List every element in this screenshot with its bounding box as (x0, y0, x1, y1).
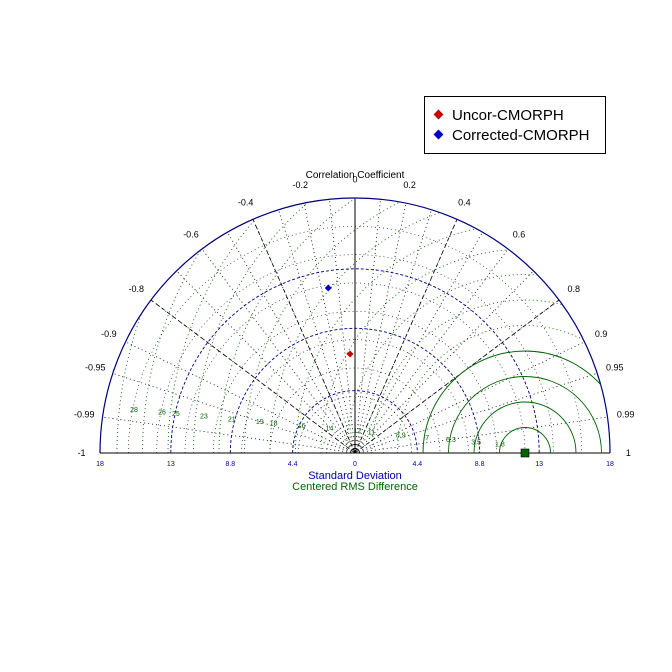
correlation-tick-label: -0.95 (85, 363, 106, 373)
correlation-ray (252, 219, 356, 454)
legend-label: Uncor-CMORPH (452, 107, 564, 124)
correlation-axis-title: Correlation Coefficient (306, 170, 405, 181)
correlation-ray (176, 270, 356, 454)
legend: Uncor-CMORPH Corrected-CMORPH (424, 96, 606, 154)
correlation-tick-label: -0.6 (183, 229, 199, 239)
diamond-marker-icon (433, 129, 444, 139)
correlation-tick-label: 1 (626, 448, 631, 458)
rms-axis-title: Centered RMS Difference (292, 481, 418, 493)
diamond-marker-icon (433, 109, 444, 119)
rms-label: 18 (270, 420, 278, 427)
rms-label: 14 (326, 426, 334, 433)
rms-label: 11 (368, 429, 375, 436)
correlation-ray (354, 209, 432, 454)
legend-item-corrected: Corrected-CMORPH (433, 127, 590, 144)
correlation-ray (329, 199, 356, 454)
rms-label: 23 (200, 414, 208, 421)
correlation-ray (354, 416, 608, 454)
correlation-tick-label: 0.95 (606, 363, 624, 373)
rms-contour (167, 198, 610, 453)
data-points (324, 284, 354, 358)
correlation-tick-label: -0.8 (129, 284, 145, 294)
rms-label: 5.3 (446, 437, 456, 444)
rms-contour (193, 198, 610, 453)
rms-label: 7 (425, 435, 429, 442)
correlation-ray (125, 341, 356, 454)
rms-label: 21 (228, 416, 236, 423)
correlation-ray (354, 199, 381, 454)
std-tick-label: 4.4 (288, 461, 298, 468)
correlation-ray (354, 341, 585, 454)
correlation-tick-label: 0.4 (458, 197, 471, 207)
rms-contour (371, 299, 610, 453)
std-tick-label: 8.8 (475, 461, 485, 468)
legend-item-uncor: Uncor-CMORPH (433, 107, 564, 124)
correlation-ray (354, 372, 598, 454)
rms-label: 25 (172, 411, 180, 418)
correlation-ray (278, 209, 356, 454)
correlation-tick-label: 0.99 (617, 409, 635, 419)
correlation-tick-label: 0.6 (513, 229, 526, 239)
correlation-ray (150, 299, 356, 454)
rms-contour (320, 248, 610, 453)
correlation-tick-label: -0.2 (293, 180, 309, 190)
std-tick-label: 18 (606, 461, 614, 468)
rms-label: 28 (130, 407, 138, 414)
correlation-ray (354, 270, 534, 454)
std-tick-label: 8.8 (225, 461, 235, 468)
correlation-tick-label: -0.99 (74, 409, 95, 419)
reference-marker (520, 448, 530, 458)
rms-contour (448, 376, 602, 453)
correlation-tick-label: 0 (352, 175, 357, 185)
correlation-tick-label: 0.9 (595, 329, 608, 339)
correlation-ray (227, 231, 356, 454)
rms-contour (218, 198, 610, 453)
data-point-uncor-cmorph (346, 350, 354, 358)
rms-contour (473, 401, 577, 453)
correlation-ray (354, 231, 483, 454)
rms-label: 8.9 (396, 432, 406, 439)
rms-label: 1.8 (495, 442, 505, 449)
correlation-ray (112, 372, 356, 454)
rms-contour (346, 274, 610, 453)
rms-label: 3.5 (471, 439, 481, 446)
correlation-tick-label: -1 (78, 448, 86, 458)
rms-label: 19 (256, 419, 264, 426)
rms-contour (422, 350, 610, 453)
std-tick-label: 0 (353, 461, 357, 468)
rms-label: 12 (354, 428, 362, 435)
rms-contour (269, 198, 610, 453)
std-tick-label: 13 (535, 461, 543, 468)
std-tick-label: 13 (167, 461, 175, 468)
std-tick-label: 18 (96, 461, 104, 468)
correlation-tick-label: 0.8 (567, 284, 580, 294)
tick-labels: -1 -0.99 -0.95 -0.9 -0.8 -0.6 -0.4 -0.2 0 0.2 0.4 0… (74, 175, 634, 468)
correlation-ray (201, 248, 356, 454)
correlation-tick-label: -0.9 (101, 329, 117, 339)
correlation-ray (354, 248, 509, 454)
correlation-ray (354, 219, 458, 454)
legend-label: Corrected-CMORPH (452, 127, 590, 144)
correlation-tick-label: 0.2 (403, 180, 416, 190)
data-point-corrected-cmorph (324, 284, 332, 292)
rms-label: 26 (158, 410, 166, 417)
correlation-tick-label: -0.4 (238, 197, 254, 207)
x-axis-title: Standard Deviation (308, 470, 402, 482)
std-tick-label: 4.4 (412, 461, 422, 468)
rms-contour (295, 223, 610, 453)
correlation-ray (102, 416, 356, 454)
correlation-ray (303, 203, 356, 454)
rms-label: 16 (298, 423, 306, 430)
std-arc (156, 254, 554, 454)
rms-contour (499, 427, 551, 453)
rms-contour (397, 325, 610, 453)
correlation-ray (354, 203, 407, 454)
